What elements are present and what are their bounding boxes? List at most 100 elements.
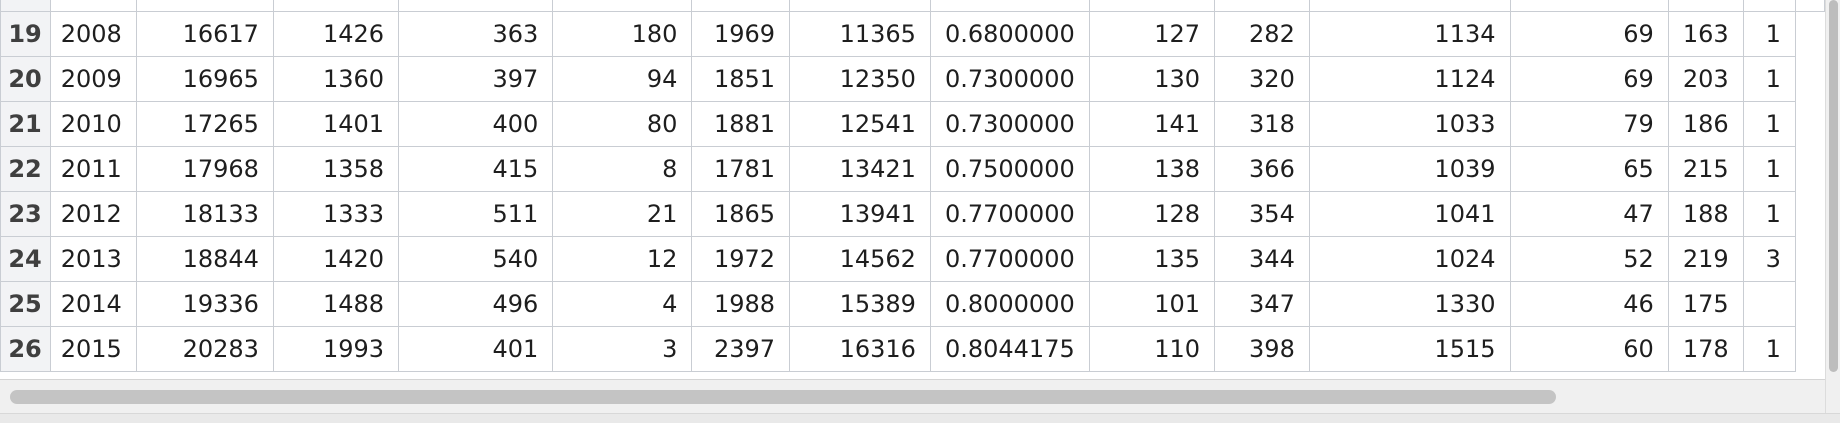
table-cell[interactable]: 1358 <box>272 146 400 192</box>
data-grid-viewport[interactable]: 181920081661714263631801969113650.680000… <box>0 0 1825 379</box>
table-cell[interactable]: 80 <box>552 101 693 147</box>
table-cell[interactable]: 203 <box>1667 56 1744 102</box>
table-cell[interactable]: 0.8000000 <box>929 281 1090 327</box>
row-header[interactable]: 18 <box>0 0 51 12</box>
table-cell[interactable]: 0.7300000 <box>929 56 1090 102</box>
table-cell[interactable]: 135 <box>1088 236 1216 282</box>
table-cell[interactable]: 130 <box>1088 56 1216 102</box>
table-cell[interactable] <box>135 0 274 12</box>
table-cell[interactable]: 13941 <box>789 191 931 237</box>
table-cell[interactable] <box>1667 0 1744 12</box>
row-header[interactable]: 21 <box>0 101 51 147</box>
table-cell[interactable]: 1881 <box>691 101 791 147</box>
table-cell[interactable]: 347 <box>1214 281 1310 327</box>
table-cell[interactable]: 1333 <box>272 191 400 237</box>
table-cell[interactable]: 1851 <box>691 56 791 102</box>
table-cell[interactable] <box>1214 0 1310 12</box>
table-cell[interactable]: 110 <box>1088 326 1216 372</box>
table-cell[interactable]: 1039 <box>1308 146 1511 192</box>
table-cell[interactable]: 52 <box>1509 236 1669 282</box>
table-cell[interactable]: 1033 <box>1308 101 1511 147</box>
table-cell[interactable]: 1488 <box>272 281 400 327</box>
table-cell[interactable]: 128 <box>1088 191 1216 237</box>
table-cell[interactable]: 16965 <box>135 56 274 102</box>
table-cell[interactable]: 141 <box>1088 101 1216 147</box>
table-cell[interactable]: 188 <box>1667 191 1744 237</box>
table-cell[interactable]: 2015 <box>49 326 137 372</box>
table-cell[interactable]: 138 <box>1088 146 1216 192</box>
table-cell[interactable]: 1988 <box>691 281 791 327</box>
table-cell[interactable] <box>1088 0 1216 12</box>
table-cell[interactable]: 0.6800000 <box>929 11 1090 57</box>
table-cell[interactable]: 11365 <box>789 11 931 57</box>
table-cell[interactable]: 320 <box>1214 56 1310 102</box>
table-cell[interactable]: 215 <box>1667 146 1744 192</box>
table-cell[interactable]: 1515 <box>1308 326 1511 372</box>
table-cell[interactable]: 2014 <box>49 281 137 327</box>
table-cell[interactable] <box>552 0 693 12</box>
table-cell[interactable]: 1330 <box>1308 281 1511 327</box>
table-cell[interactable]: 1 <box>1742 191 1797 237</box>
table-cell[interactable]: 19336 <box>135 281 274 327</box>
table-cell[interactable]: 1401 <box>272 101 400 147</box>
table-cell[interactable]: 46 <box>1509 281 1669 327</box>
vertical-scrollbar[interactable] <box>1825 0 1840 413</box>
table-cell[interactable]: 3 <box>1742 236 1797 282</box>
table-cell[interactable] <box>1795 0 1825 12</box>
table-cell[interactable]: 400 <box>398 101 554 147</box>
row-header[interactable]: 22 <box>0 146 51 192</box>
table-cell[interactable]: 2011 <box>49 146 137 192</box>
vertical-scrollbar-thumb[interactable] <box>1829 0 1838 372</box>
table-cell[interactable]: 1426 <box>272 11 400 57</box>
table-cell[interactable]: 14562 <box>789 236 931 282</box>
table-cell[interactable]: 1969 <box>691 11 791 57</box>
table-cell[interactable] <box>272 0 400 12</box>
table-cell[interactable]: 15389 <box>789 281 931 327</box>
table-cell[interactable]: 282 <box>1214 11 1310 57</box>
table-cell[interactable] <box>789 0 931 12</box>
table-cell[interactable]: 1041 <box>1308 191 1511 237</box>
table-cell[interactable]: 401 <box>398 326 554 372</box>
table-cell[interactable]: 1420 <box>272 236 400 282</box>
table-cell[interactable]: 1024 <box>1308 236 1511 282</box>
table-cell[interactable]: 2009 <box>49 56 137 102</box>
table-cell[interactable] <box>929 0 1090 12</box>
table-cell[interactable] <box>1308 0 1511 12</box>
table-cell[interactable]: 0.7700000 <box>929 236 1090 282</box>
table-cell[interactable]: 2012 <box>49 191 137 237</box>
table-cell[interactable]: 17265 <box>135 101 274 147</box>
table-cell[interactable]: 318 <box>1214 101 1310 147</box>
table-cell[interactable]: 1134 <box>1308 11 1511 57</box>
table-cell[interactable]: 415 <box>398 146 554 192</box>
row-header[interactable]: 19 <box>0 11 51 57</box>
table-cell[interactable] <box>691 0 791 12</box>
table-cell[interactable] <box>398 0 554 12</box>
table-cell[interactable]: 366 <box>1214 146 1310 192</box>
table-cell[interactable]: 0.8044175 <box>929 326 1090 372</box>
table-cell[interactable] <box>1509 0 1669 12</box>
table-cell[interactable]: 127 <box>1088 11 1216 57</box>
table-cell[interactable]: 12541 <box>789 101 931 147</box>
table-cell[interactable] <box>1742 281 1797 327</box>
table-cell[interactable]: 13421 <box>789 146 931 192</box>
table-cell[interactable]: 1972 <box>691 236 791 282</box>
table-cell[interactable]: 69 <box>1509 56 1669 102</box>
table-cell[interactable]: 180 <box>552 11 693 57</box>
table-cell[interactable]: 60 <box>1509 326 1669 372</box>
table-cell[interactable]: 12350 <box>789 56 931 102</box>
table-cell[interactable]: 1 <box>1742 146 1797 192</box>
table-cell[interactable]: 18133 <box>135 191 274 237</box>
horizontal-scrollbar[interactable] <box>0 379 1825 414</box>
table-cell[interactable]: 94 <box>552 56 693 102</box>
table-cell[interactable]: 17968 <box>135 146 274 192</box>
table-cell[interactable]: 344 <box>1214 236 1310 282</box>
row-header[interactable]: 20 <box>0 56 51 102</box>
table-cell[interactable]: 4 <box>552 281 693 327</box>
table-cell[interactable]: 1360 <box>272 56 400 102</box>
table-cell[interactable]: 1781 <box>691 146 791 192</box>
table-cell[interactable]: 540 <box>398 236 554 282</box>
horizontal-scrollbar-thumb[interactable] <box>10 390 1556 404</box>
table-cell[interactable]: 1865 <box>691 191 791 237</box>
table-cell[interactable]: 0.7500000 <box>929 146 1090 192</box>
table-cell[interactable] <box>49 0 137 12</box>
